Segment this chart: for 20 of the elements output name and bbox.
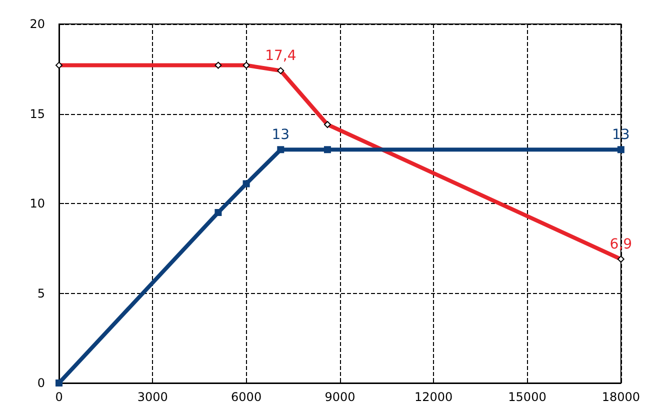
x-tick-label: 3000 <box>137 390 168 404</box>
y-tick-label: 0 <box>37 376 45 390</box>
x-tick-label: 12000 <box>414 390 453 404</box>
y-tick-label: 20 <box>30 17 45 31</box>
point <box>242 180 250 188</box>
point <box>617 146 624 154</box>
data-label: 13 <box>272 127 290 144</box>
y-tick-label: 5 <box>37 286 45 300</box>
point <box>56 380 62 386</box>
x-tick-label: 15000 <box>508 390 546 404</box>
x-tick-label: 0 <box>55 390 63 404</box>
point <box>277 146 284 154</box>
point <box>214 208 222 216</box>
x-tick-label: 6000 <box>231 390 262 404</box>
y-tick-label: 15 <box>30 106 45 121</box>
x-tick-label: 18000 <box>602 390 640 404</box>
x-tick-label: 9000 <box>324 390 356 404</box>
y-tick-label: 10 <box>30 196 45 210</box>
point <box>324 146 331 154</box>
data-label: 17,4 <box>265 48 296 64</box>
